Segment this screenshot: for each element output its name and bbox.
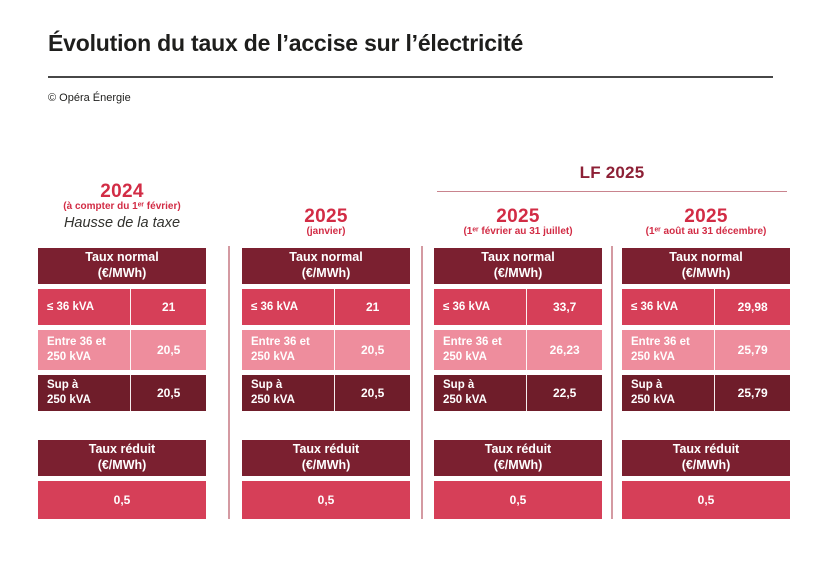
period-year: 2025 bbox=[304, 206, 348, 227]
table-row: Sup à 250 kVA 22,5 bbox=[434, 375, 602, 411]
group-header-rule bbox=[437, 191, 787, 192]
period-subtitle: (à compter du 1ᵉʳ février) bbox=[63, 201, 181, 212]
row-value: 26,23 bbox=[526, 330, 602, 370]
period-year: 2024 bbox=[100, 181, 144, 202]
period-subtitle: (1ᵉʳ février au 31 juillet) bbox=[463, 226, 573, 237]
row-value: 21 bbox=[130, 289, 206, 325]
table-row: Entre 36 et 250 kVA 20,5 bbox=[242, 330, 410, 370]
row-label: ≤ 36 kVA bbox=[631, 300, 679, 313]
row-label: Entre 36 et 250 kVA bbox=[631, 336, 690, 363]
row-value: 33,7 bbox=[526, 289, 602, 325]
table-row: ≤ 36 kVA 29,98 bbox=[622, 289, 790, 325]
table-row: Entre 36 et 250 kVA 25,79 bbox=[622, 330, 790, 370]
taux-reduit-header: Taux réduit (€/MWh) bbox=[242, 440, 410, 476]
period-subtitle: (janvier) bbox=[306, 226, 346, 237]
row-label: Sup à 250 kVA bbox=[631, 379, 675, 406]
table-row: ≤ 36 kVA 33,7 bbox=[434, 289, 602, 325]
row-value: 20,5 bbox=[334, 330, 410, 370]
rate-tables: Taux normal (€/MWh) ≤ 36 kVA 29,98 Entre… bbox=[622, 248, 790, 519]
row-label: Entre 36 et 250 kVA bbox=[47, 336, 106, 363]
taux-normal-header: Taux normal (€/MWh) bbox=[622, 248, 790, 284]
title-rule bbox=[48, 76, 773, 78]
period-column-2024: 2024 (à compter du 1ᵉʳ février) Hausse d… bbox=[38, 160, 206, 532]
row-label: Sup à 250 kVA bbox=[47, 379, 91, 406]
period-column-2025-fev-juil: 2025 (1ᵉʳ février au 31 juillet) Taux no… bbox=[434, 160, 602, 532]
taux-reduit-header: Taux réduit (€/MWh) bbox=[434, 440, 602, 476]
table-row: Sup à 250 kVA 20,5 bbox=[242, 375, 410, 411]
tax-increase-note: Hausse de la taxe bbox=[63, 215, 181, 231]
rate-tables: Taux normal (€/MWh) ≤ 36 kVA 33,7 Entre … bbox=[434, 248, 602, 519]
taux-reduit-header: Taux réduit (€/MWh) bbox=[622, 440, 790, 476]
period-subtitle: (1ᵉʳ août au 31 décembre) bbox=[645, 226, 767, 237]
credit-line: © Opéra Énergie bbox=[48, 92, 131, 104]
row-value: 29,98 bbox=[714, 289, 790, 325]
rate-tables: Taux normal (€/MWh) ≤ 36 kVA 21 Entre 36… bbox=[38, 248, 206, 519]
taux-reduit-value: 0,5 bbox=[38, 481, 206, 519]
row-value: 22,5 bbox=[526, 375, 602, 411]
page-title: Évolution du taux de l’accise sur l’élec… bbox=[48, 30, 524, 56]
table-row: ≤ 36 kVA 21 bbox=[242, 289, 410, 325]
row-label: Sup à 250 kVA bbox=[251, 379, 295, 406]
period-year: 2025 bbox=[684, 206, 728, 227]
row-label: ≤ 36 kVA bbox=[251, 300, 299, 313]
row-label: Sup à 250 kVA bbox=[443, 379, 487, 406]
row-value: 25,79 bbox=[714, 375, 790, 411]
table-row: Sup à 250 kVA 20,5 bbox=[38, 375, 206, 411]
column-divider bbox=[611, 246, 613, 519]
row-label: Entre 36 et 250 kVA bbox=[443, 336, 502, 363]
taux-normal-header: Taux normal (€/MWh) bbox=[242, 248, 410, 284]
rate-tables: Taux normal (€/MWh) ≤ 36 kVA 21 Entre 36… bbox=[242, 248, 410, 519]
taux-normal-header: Taux normal (€/MWh) bbox=[434, 248, 602, 284]
table-row: Sup à 250 kVA 25,79 bbox=[622, 375, 790, 411]
row-label: Entre 36 et 250 kVA bbox=[251, 336, 310, 363]
period-year: 2025 bbox=[496, 206, 540, 227]
taux-reduit-value: 0,5 bbox=[434, 481, 602, 519]
row-value: 20,5 bbox=[130, 330, 206, 370]
row-label: ≤ 36 kVA bbox=[47, 300, 95, 313]
row-label: ≤ 36 kVA bbox=[443, 300, 491, 313]
table-row: ≤ 36 kVA 21 bbox=[38, 289, 206, 325]
row-value: 20,5 bbox=[130, 375, 206, 411]
taux-reduit-value: 0,5 bbox=[242, 481, 410, 519]
row-value: 21 bbox=[334, 289, 410, 325]
period-column-2025-aout-dec: 2025 (1ᵉʳ août au 31 décembre) Taux norm… bbox=[622, 160, 790, 532]
taux-normal-header: Taux normal (€/MWh) bbox=[38, 248, 206, 284]
group-header-lf2025: LF 2025 bbox=[579, 163, 645, 182]
column-divider bbox=[228, 246, 230, 519]
taux-reduit-value: 0,5 bbox=[622, 481, 790, 519]
row-value: 20,5 bbox=[334, 375, 410, 411]
row-value: 25,79 bbox=[714, 330, 790, 370]
table-row: Entre 36 et 250 kVA 26,23 bbox=[434, 330, 602, 370]
period-column-2025-janvier: 2025 (janvier) Taux normal (€/MWh) ≤ 36 … bbox=[242, 160, 410, 532]
column-divider bbox=[421, 246, 423, 519]
taux-reduit-header: Taux réduit (€/MWh) bbox=[38, 440, 206, 476]
table-row: Entre 36 et 250 kVA 20,5 bbox=[38, 330, 206, 370]
